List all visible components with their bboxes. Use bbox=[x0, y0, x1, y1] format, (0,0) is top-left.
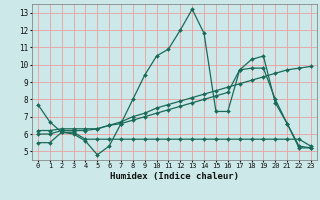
X-axis label: Humidex (Indice chaleur): Humidex (Indice chaleur) bbox=[110, 172, 239, 181]
